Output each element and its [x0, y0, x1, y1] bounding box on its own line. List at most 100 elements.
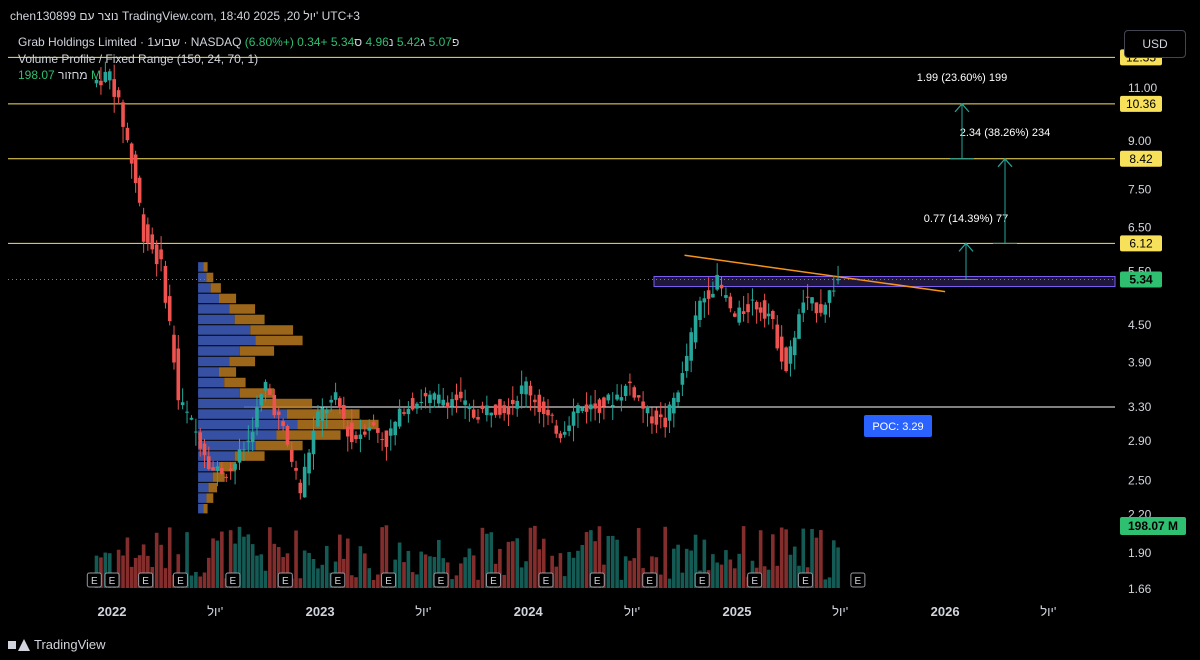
volume-bar	[276, 547, 281, 588]
volume-bar	[524, 561, 528, 588]
earnings-marker	[850, 572, 866, 588]
earnings-marker	[433, 572, 449, 588]
earnings-marker	[138, 572, 154, 588]
y-tick-label: 6.50	[1128, 220, 1152, 234]
candle-body	[215, 466, 220, 471]
tradingview-footer[interactable]: TradingView	[8, 637, 106, 652]
earnings-marker-label: E	[142, 576, 149, 587]
x-tick-label: יול'	[624, 604, 640, 619]
candle-body	[667, 404, 672, 421]
volume-bar	[792, 546, 797, 588]
candle-body	[242, 449, 246, 451]
candle-body	[558, 433, 563, 439]
volume-bar	[728, 559, 733, 588]
earnings-marker-label: E	[109, 576, 116, 587]
volume-bar	[498, 548, 502, 588]
earnings-marker-label: E	[282, 576, 289, 587]
candle-body	[766, 313, 771, 317]
earnings-marker	[538, 572, 554, 588]
volume-profile-up-bar	[198, 440, 256, 451]
candle-body	[771, 311, 775, 320]
indicator-legend[interactable]: Volume Profile / Fixed Range (150, 24, 7…	[18, 52, 259, 66]
volume-profile-up-bar	[198, 335, 256, 346]
candle-body	[597, 399, 602, 413]
candle-body	[402, 412, 406, 414]
candle-body	[125, 127, 130, 141]
volume-bar	[316, 568, 320, 588]
volume-bar	[506, 541, 511, 588]
candle-body	[819, 304, 823, 313]
candle-body	[680, 373, 685, 385]
volume-bar	[419, 551, 424, 588]
volume-bar	[589, 530, 593, 588]
volume-bar	[562, 576, 567, 588]
volume-bar	[428, 556, 432, 588]
volume-value: 198.07 M	[18, 68, 101, 82]
candle-body	[246, 440, 251, 443]
volume-bar	[246, 534, 251, 588]
volume-bar	[189, 575, 194, 588]
candle-body	[584, 404, 589, 412]
volume-bar	[719, 564, 724, 588]
candle-body	[167, 296, 172, 322]
candle-body	[180, 402, 185, 406]
volume-bar	[771, 534, 775, 588]
volume-profile-up-bar	[198, 377, 225, 388]
volume-bar	[606, 536, 611, 588]
candle-body	[220, 467, 224, 474]
volume-profile-down-bar	[229, 356, 256, 367]
volume-bar	[628, 560, 632, 588]
measure-label: 0.77 (14.39%) 77	[924, 213, 1008, 225]
earnings-marker	[86, 572, 102, 588]
candle-body	[506, 407, 511, 415]
volume-bar	[141, 544, 146, 588]
footer-brand: TradingView	[34, 637, 106, 652]
earnings-marker	[747, 572, 763, 588]
volume-bar	[471, 555, 476, 588]
y-tick-label: 1.66	[1128, 582, 1152, 596]
volume-profile-up-bar	[198, 493, 207, 503]
candle-body	[198, 432, 203, 449]
volume-bar	[432, 556, 437, 588]
candle-body	[172, 334, 176, 363]
symbol-legend[interactable]: Grab Holdings Limited · 1שבוע · NASDAQ פ…	[18, 35, 459, 49]
candle-body	[121, 102, 125, 127]
candle-body	[410, 398, 415, 410]
volume-bar	[502, 574, 506, 588]
volume-bar	[615, 539, 619, 588]
volume-bar	[233, 543, 237, 588]
volume-bar	[167, 527, 172, 588]
candle-body	[728, 296, 733, 309]
candle-body	[537, 394, 542, 413]
volume-bar	[302, 550, 307, 588]
volume-bar	[459, 563, 463, 588]
volume-legend[interactable]: מחזור 198.07 M	[18, 68, 101, 82]
currency-button[interactable]: USD	[1124, 30, 1186, 58]
candle-body	[259, 394, 264, 406]
earnings-marker-label: E	[177, 576, 184, 587]
earnings-marker-label: E	[855, 576, 862, 587]
volume-profile-up-bar	[198, 314, 235, 325]
volume-profile-up-bar	[198, 388, 240, 398]
volume-profile-up-bar	[198, 293, 219, 304]
candle-body	[163, 265, 168, 303]
measure-arrowhead	[997, 157, 1013, 168]
candle-body	[480, 405, 485, 410]
volume-bar	[268, 527, 272, 588]
candle-body	[589, 404, 593, 410]
candle-body	[211, 467, 215, 471]
volume-profile-up-bar	[198, 262, 204, 272]
trendline	[684, 254, 946, 293]
volume-bar	[129, 566, 134, 588]
volume-bar	[228, 530, 233, 588]
volume-bar	[667, 578, 672, 588]
volume-bar	[724, 550, 728, 588]
volume-bar	[194, 571, 198, 588]
volume-profile-up-bar	[198, 325, 251, 335]
volume-bar	[202, 572, 207, 588]
candle-body	[137, 177, 142, 203]
x-tick-label: יול'	[207, 604, 223, 619]
candle-body	[541, 401, 546, 415]
volume-bar	[298, 578, 303, 588]
earnings-marker-label: E	[646, 576, 653, 587]
